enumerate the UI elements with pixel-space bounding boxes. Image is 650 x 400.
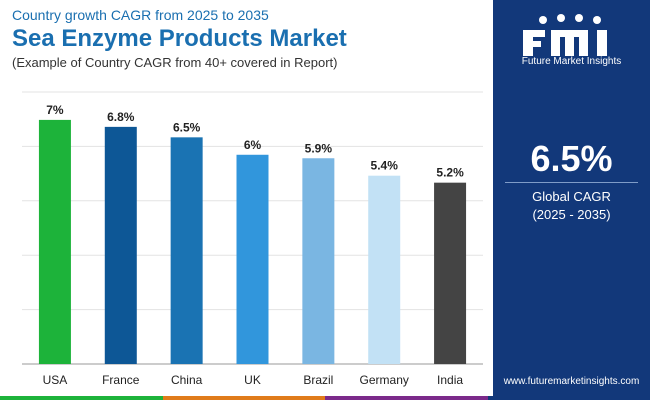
- footer-color-bar: [0, 396, 650, 400]
- x-tick-label: Germany: [360, 373, 409, 387]
- chart-title: Sea Enzyme Products Market: [12, 25, 347, 52]
- x-tick-label: USA: [43, 373, 68, 387]
- bar-china: [170, 137, 203, 364]
- bar-france: [104, 126, 137, 364]
- website-link[interactable]: www.futuremarketinsights.com: [503, 376, 640, 387]
- bar-brazil: [302, 158, 335, 364]
- x-tick-label: France: [102, 373, 140, 387]
- x-tick-label: China: [171, 373, 203, 387]
- chart-subtitle: Country growth CAGR from 2025 to 2035: [12, 7, 269, 23]
- x-tick-label: UK: [244, 373, 261, 387]
- footer-segment-purple: [325, 396, 488, 400]
- x-tick-label: India: [437, 373, 463, 387]
- bar-germany: [368, 175, 401, 364]
- bar-india: [434, 182, 467, 364]
- global-cagr-period: (2025 - 2035): [532, 207, 611, 222]
- footer-segment-green: [0, 396, 163, 400]
- data-label: 5.4%: [371, 159, 399, 173]
- data-label: 6.5%: [173, 120, 201, 134]
- divider: [505, 182, 638, 183]
- bar-uk: [236, 154, 269, 364]
- data-label: 5.2%: [436, 166, 464, 180]
- global-cagr-value: 6.5%: [530, 138, 613, 179]
- footer-segment-orange: [162, 396, 325, 400]
- global-cagr-label: Global CAGR: [532, 189, 611, 204]
- data-label: 7%: [46, 103, 64, 117]
- data-label: 5.9%: [305, 141, 333, 155]
- x-tick-label: Brazil: [303, 373, 333, 387]
- data-label: 6.8%: [107, 110, 135, 124]
- data-label: 6%: [244, 138, 262, 152]
- summary-panel: Future Market Insights 6.5% Global CAGR …: [493, 0, 650, 400]
- footer-segment-navy: [487, 396, 650, 400]
- bar-chart: 7% USA 6.8% France 6.5% China 6% UK 5.9% Brazil 5.…: [22, 91, 483, 387]
- chart-header: Country growth CAGR from 2025 to 2035 Se…: [12, 6, 482, 72]
- fmi-logo: [523, 14, 607, 56]
- bar-usa: [38, 119, 71, 364]
- chart-note: (Example of Country CAGR from 40+ covere…: [12, 55, 338, 70]
- logo-caption: Future Market Insights: [521, 56, 622, 67]
